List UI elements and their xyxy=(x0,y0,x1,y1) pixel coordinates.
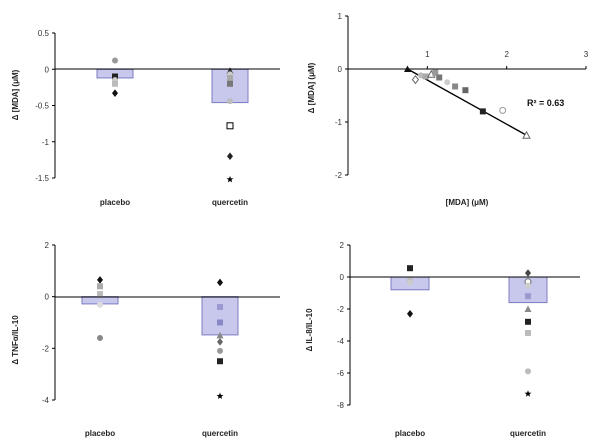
x-tick-label-b-2: 3 xyxy=(584,50,589,59)
data-point-a-1-7 xyxy=(226,175,234,183)
data-point-b-10 xyxy=(479,108,486,115)
data-point-b-1 xyxy=(411,74,420,85)
data-point-d-1-8 xyxy=(524,390,532,397)
data-point-b-9 xyxy=(462,87,469,94)
data-point-a-1-5 xyxy=(226,122,234,130)
y-tick-label-d-5: -8 xyxy=(337,401,345,410)
y-tick-label-d-1: 0 xyxy=(340,273,345,282)
y-tick-label-b-0: 1 xyxy=(338,12,343,21)
data-point-b-2 xyxy=(417,72,424,79)
data-point-d-1-6 xyxy=(525,330,531,336)
points-a xyxy=(112,57,234,183)
points-c xyxy=(97,276,224,400)
data-point-d-1-7 xyxy=(525,368,531,375)
data-point-c-0-0 xyxy=(97,276,103,284)
data-point-c-1-6 xyxy=(217,358,223,365)
data-point-c-1-1 xyxy=(217,304,223,310)
y-tick-label-a-1: 0 xyxy=(45,65,50,74)
y-tick-label-d-3: -4 xyxy=(337,337,345,346)
r-squared-annotation: R² = 0.63 xyxy=(527,98,564,108)
bar-c-quercetin xyxy=(201,296,239,336)
y-tick-label-a-3: -1 xyxy=(42,138,50,147)
data-point-d-1-4 xyxy=(524,305,532,312)
data-point-a-1-3 xyxy=(227,80,233,87)
points-d xyxy=(407,265,532,397)
data-point-d-0-3 xyxy=(407,310,413,318)
data-point-b-12 xyxy=(522,130,531,139)
data-point-d-1-0 xyxy=(525,269,531,277)
y-axis-label-c: Δ TNFα/IL-10 xyxy=(11,315,20,365)
y-ticks-d: 2 0 -2 -4 -6 -8 xyxy=(337,241,350,410)
data-point-a-0-1 xyxy=(112,73,118,80)
data-point-d-0-0 xyxy=(407,265,413,272)
data-point-c-0-1 xyxy=(97,283,103,290)
y-tick-label-d-4: -6 xyxy=(337,369,345,378)
data-point-c-1-2 xyxy=(217,319,223,326)
data-point-c-0-4 xyxy=(97,335,103,341)
y-tick-label-d-0: 2 xyxy=(340,241,345,250)
y-tick-label-b-1: 0 xyxy=(338,65,343,74)
y-tick-label-c-3: -4 xyxy=(42,396,50,405)
x-tick-label-b-1: 2 xyxy=(504,50,509,59)
y-tick-label-b-2: -1 xyxy=(335,118,343,127)
bars-c xyxy=(81,296,239,336)
y-tick-label-d-2: -2 xyxy=(337,305,345,314)
y-axis-label-b: Δ [MDA] (μM) xyxy=(307,62,316,113)
data-point-b-6 xyxy=(436,74,443,81)
data-point-c-1-5 xyxy=(217,347,223,354)
y-ticks-c: 2 0 -2 -4 xyxy=(42,241,55,405)
x-tick-label-b-0: 1 xyxy=(425,50,430,59)
y-tick-label-c-2: -2 xyxy=(42,344,50,353)
y-axis-label-d: Δ IL-8/IL-10 xyxy=(305,308,314,352)
category-label-d-0: placebo xyxy=(395,429,425,438)
data-point-d-1-3 xyxy=(525,293,531,300)
y-ticks-a: 0.5 0 -0.5 -1 -1.5 xyxy=(35,29,55,183)
category-label-c-1: quercetin xyxy=(202,429,238,438)
chart-panel-d: Δ IL-8/IL-10 2 0 -2 -4 -6 -8 placebo querceti… xyxy=(305,241,580,438)
x-axis-label-b: [MDA] (μM) xyxy=(446,198,489,207)
y-tick-label-a-4: -1.5 xyxy=(35,174,49,183)
data-point-b-7 xyxy=(444,79,451,86)
trendline-b xyxy=(407,68,527,136)
y-ticks-b: 1 0 -1 -2 xyxy=(335,12,348,180)
data-point-a-0-4 xyxy=(112,89,118,97)
y-axis-label-a: Δ [MDA] (μM) xyxy=(11,69,20,120)
bars-a xyxy=(96,68,249,104)
data-point-b-5 xyxy=(432,69,439,76)
data-point-b-0 xyxy=(404,65,411,72)
category-label-d-1: quercetin xyxy=(510,429,546,438)
x-ticks-b: 1 2 3 xyxy=(425,50,589,69)
data-point-d-1-5 xyxy=(525,318,531,325)
category-label-c-0: placebo xyxy=(85,429,115,438)
chart-panel-c: Δ TNFα/IL-10 2 0 -2 -4 placebo quercetin xyxy=(11,241,280,438)
data-point-a-0-3 xyxy=(112,80,118,87)
category-label-a-0: placebo xyxy=(100,198,130,207)
data-point-b-3 xyxy=(422,73,429,80)
data-point-c-1-3 xyxy=(216,331,224,339)
data-point-b-8 xyxy=(452,83,459,90)
data-point-a-0-0 xyxy=(112,57,118,64)
data-point-d-0-2 xyxy=(407,279,413,286)
data-point-c-1-4 xyxy=(217,338,223,346)
y-tick-label-c-1: 0 xyxy=(45,293,50,302)
data-point-a-1-4 xyxy=(227,98,233,105)
y-tick-label-b-3: -2 xyxy=(335,171,343,180)
data-point-c-1-0 xyxy=(217,278,223,287)
y-tick-label-a-2: -0.5 xyxy=(35,102,49,111)
chart-panel-a: Δ [MDA] (μM) 0.5 0 -0.5 -1 -1.5 placebo quer… xyxy=(11,29,280,207)
data-point-a-1-6 xyxy=(227,152,233,161)
category-label-a-1: quercetin xyxy=(212,198,248,207)
y-tick-label-c-0: 2 xyxy=(45,241,50,250)
data-point-c-1-7 xyxy=(216,392,224,400)
y-tick-label-a-0: 0.5 xyxy=(38,29,50,38)
data-point-c-0-3 xyxy=(97,301,103,308)
bars-d xyxy=(390,276,548,304)
data-point-d-1-2 xyxy=(525,282,531,289)
chart-panel-b: Δ [MDA] (μM) [MDA] (μM) 1 0 -1 -2 1 2 3 R² = … xyxy=(307,12,589,207)
data-point-b-11 xyxy=(499,106,507,114)
points-b xyxy=(404,65,531,139)
data-point-c-0-2 xyxy=(97,291,103,298)
data-point-a-1-2 xyxy=(227,74,233,81)
